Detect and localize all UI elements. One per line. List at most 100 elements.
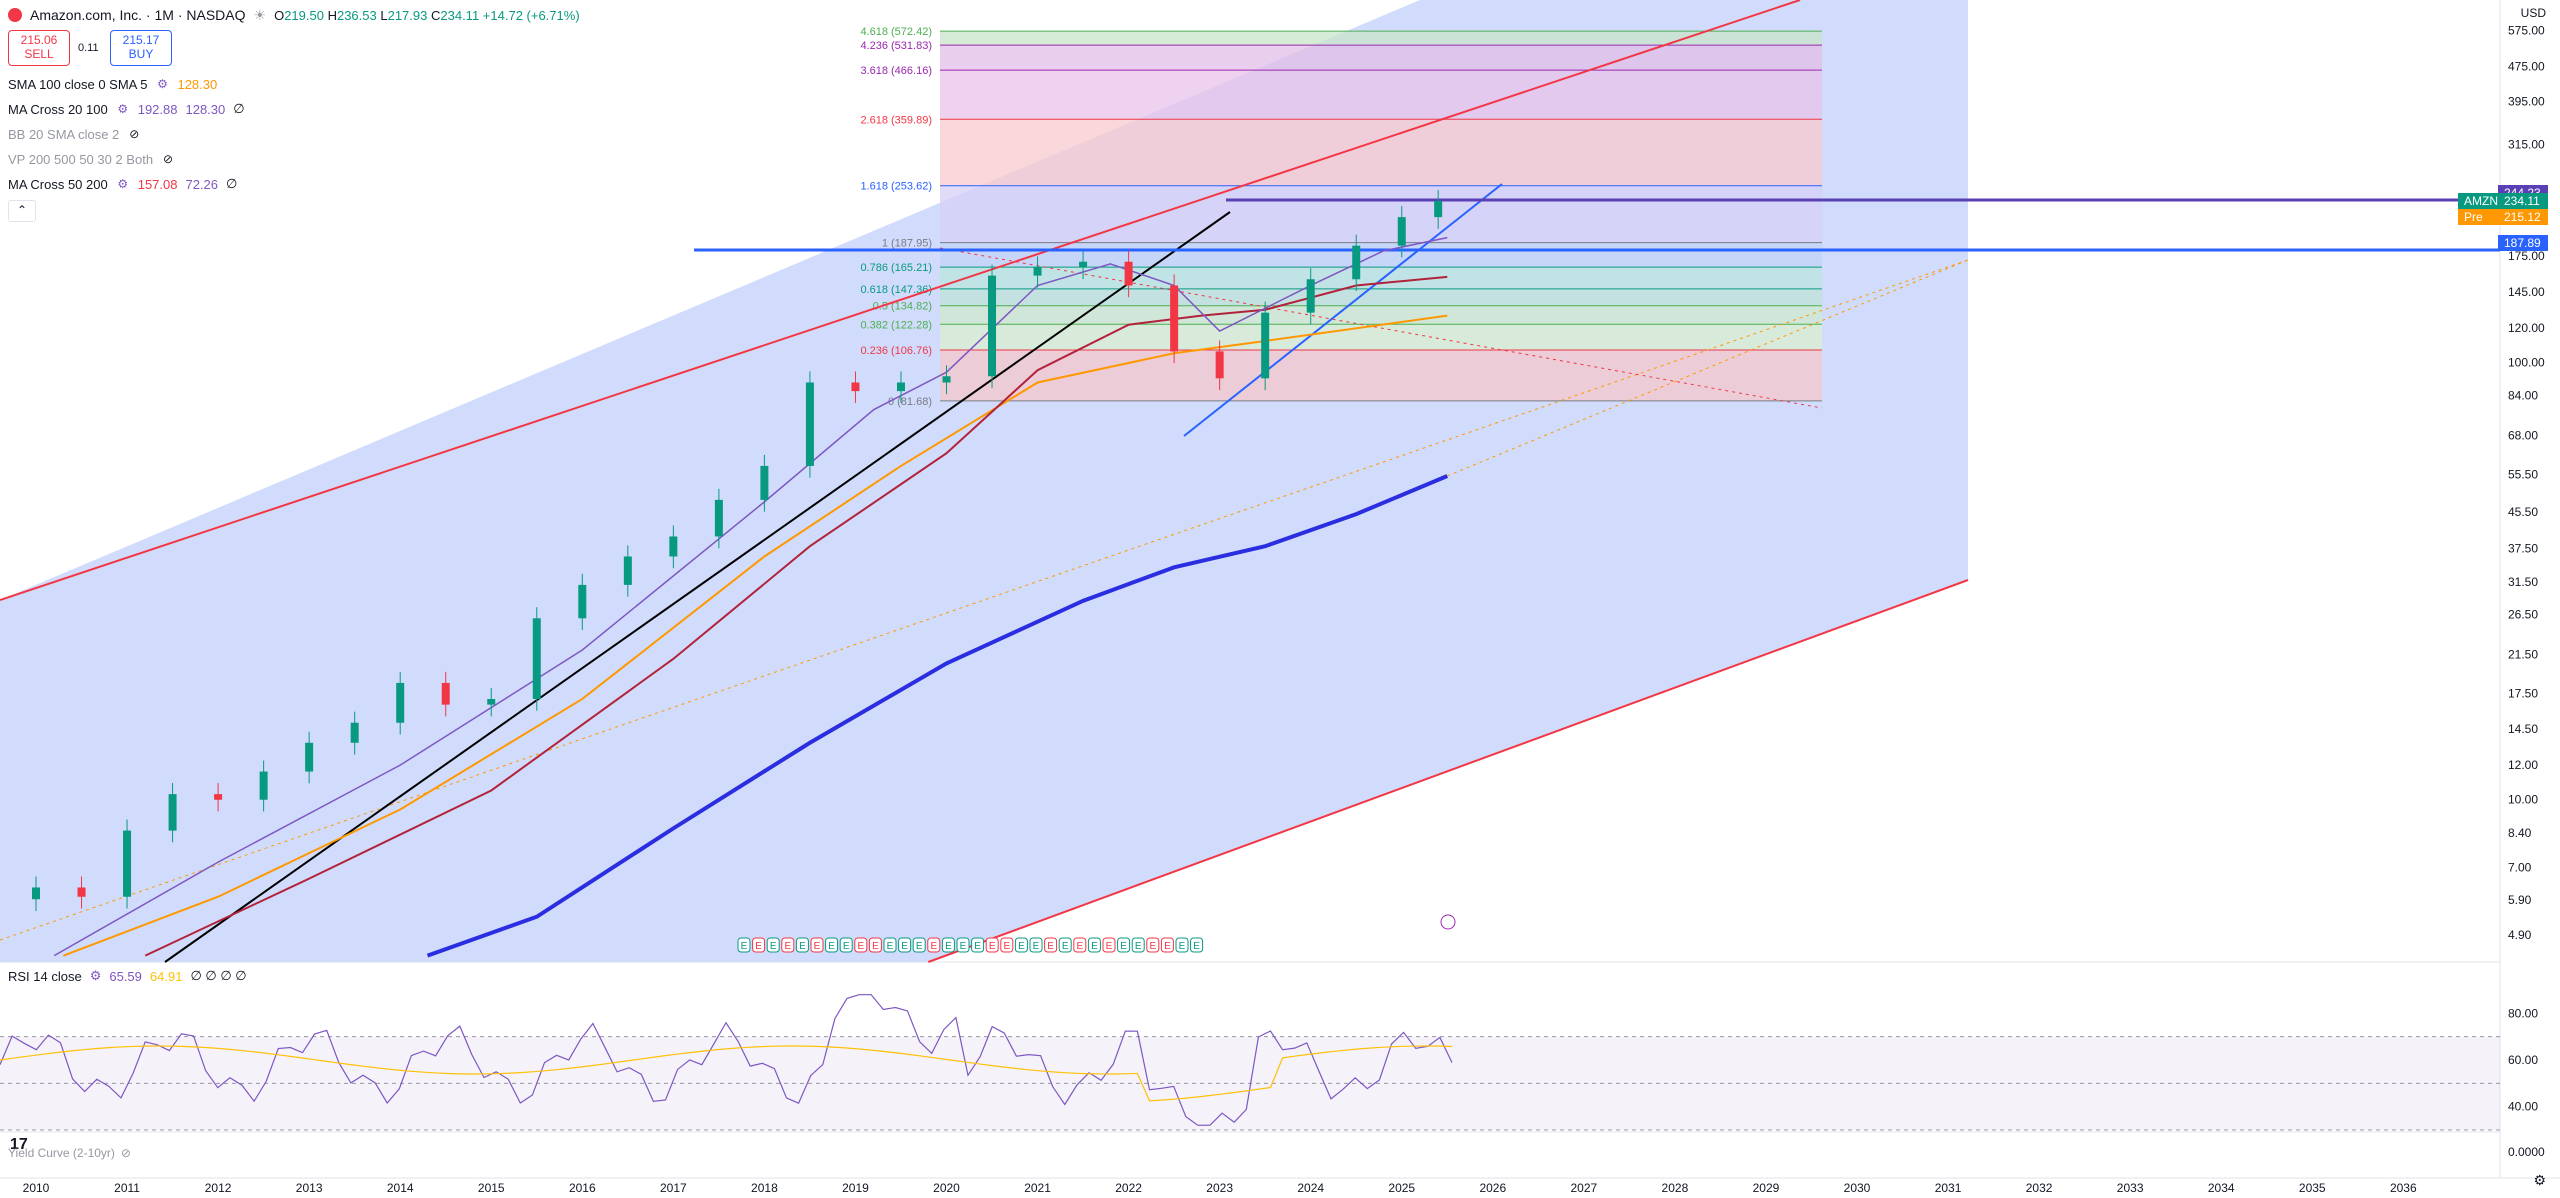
earnings-marker (927, 937, 941, 953)
candle (168, 794, 177, 831)
earnings-label: E (755, 941, 762, 952)
candle (1352, 245, 1361, 280)
fib-band (940, 31, 1822, 46)
eye-off-icon[interactable]: ⊘ (163, 152, 174, 166)
earnings-marker (795, 937, 809, 953)
price-axis-label: 100.00 (2508, 355, 2545, 369)
earnings-marker (1014, 937, 1028, 953)
time-axis-label: 2019 (842, 1181, 869, 1195)
candle (1215, 351, 1224, 379)
indicator-row[interactable]: SMA 100 close 0 SMA 5 ⚙ 128.30 (8, 74, 217, 94)
sun-icon: ☀ (253, 6, 267, 23)
earnings-marker (1117, 937, 1131, 953)
indicator-label[interactable]: BB 20 SMA close 2 (8, 126, 120, 142)
rsi-axis-label: 60.00 (2508, 1053, 2538, 1067)
fib-level-label: 3.618 (466.16) (860, 65, 932, 77)
indicator-label[interactable]: MA Cross 50 200 (8, 176, 108, 192)
eye-off-icon[interactable]: ⊘ (120, 1146, 131, 1160)
settings-icon[interactable]: ⚙ (117, 177, 129, 191)
earnings-marker (1087, 937, 1101, 953)
time-axis-label: 2031 (1935, 1181, 1962, 1195)
earnings-label: E (1018, 941, 1025, 952)
earnings-marker (810, 937, 824, 953)
fib-trend-dotted-line (939, 247, 1823, 409)
earnings-marker (898, 937, 912, 953)
earnings-label: E (1003, 941, 1010, 952)
time-axis-label: 2013 (296, 1181, 323, 1195)
eye-off-icon[interactable]: ⊘ (129, 127, 140, 141)
earnings-label: E (814, 941, 821, 952)
time-axis-label: 2035 (2299, 1181, 2326, 1195)
price-axis-label: 5.90 (2508, 893, 2532, 907)
price-axis-label: 145.00 (2508, 285, 2545, 299)
candle (487, 698, 496, 705)
time-axis-label: 2014 (387, 1181, 414, 1195)
earnings-label: E (1179, 941, 1186, 952)
indicator-label[interactable]: MA Cross 20 100 (8, 101, 108, 117)
symbol-title[interactable]: Amazon.com, Inc. · 1M · NASDAQ (30, 7, 246, 23)
indicator-row[interactable]: BB 20 SMA close 2 ⊘ (8, 124, 141, 144)
price-axis-label: 10.00 (2508, 793, 2538, 807)
settings-icon[interactable]: ⚙ (157, 77, 168, 91)
currency-label[interactable]: USD (2520, 6, 2546, 20)
indicator-label[interactable]: SMA 100 close 0 SMA 5 (8, 76, 148, 92)
rsi-label[interactable]: RSI 14 close (8, 968, 82, 984)
candle (988, 275, 997, 377)
time-axis-label: 2029 (1753, 1181, 1780, 1195)
sell-button[interactable]: 215.06 SELL (8, 30, 70, 66)
earnings-marker (752, 937, 766, 953)
collapse-legend-button[interactable]: ⌃ (8, 200, 36, 222)
candle (1306, 279, 1315, 313)
rsi-value: 65.59 (109, 968, 142, 984)
indicator-value: 72.26 (185, 176, 219, 192)
earnings-marker (766, 937, 780, 953)
indicator-row[interactable]: MA Cross 50 200 ⚙ 157.08 72.26 ∅ (8, 174, 237, 194)
time-axis-label: 2016 (569, 1181, 596, 1195)
earnings-label: E (887, 941, 894, 952)
earnings-marker (1175, 937, 1189, 953)
earnings-label: E (799, 941, 806, 952)
rsi-ma-value: 64.91 (149, 968, 183, 984)
earnings-label: E (1135, 941, 1142, 952)
candle (805, 382, 814, 466)
tradingview-logo[interactable]: 17 (10, 1136, 28, 1153)
earnings-marker (912, 937, 926, 953)
time-axis-label: 2010 (23, 1181, 50, 1195)
time-axis-label: 2033 (2117, 1181, 2144, 1195)
yield-axis-label: 0.0000 (2508, 1145, 2545, 1159)
price-axis-label: 17.50 (2508, 686, 2538, 700)
candle (896, 382, 905, 392)
time-axis-label: 2015 (478, 1181, 505, 1195)
time-axis-label: 2018 (751, 1181, 778, 1195)
fib-band (940, 70, 1822, 120)
fib-band (940, 45, 1822, 71)
candle (669, 536, 678, 557)
fib-band (940, 267, 1822, 289)
price-tag-symbol: Pre (2458, 209, 2498, 225)
buy-button[interactable]: 215.17 BUY (110, 30, 172, 66)
candle (305, 742, 314, 772)
ma-projection-dotted (1447, 259, 1969, 477)
earnings-label: E (872, 941, 879, 952)
earnings-marker (1102, 937, 1116, 953)
price-axis-label: 45.50 (2508, 505, 2538, 519)
price-tag-value: 215.12 (2498, 209, 2548, 225)
earnings-label: E (857, 941, 864, 952)
indicator-label[interactable]: VP 200 500 50 30 2 Both (8, 151, 154, 167)
settings-icon[interactable]: ⚙ (117, 102, 129, 116)
price-axis-label: 8.40 (2508, 826, 2532, 840)
indicator-row[interactable]: MA Cross 20 100 ⚙ 192.88 128.30 ∅ (8, 99, 245, 119)
settings-icon[interactable]: ⚙ (89, 968, 102, 983)
chart-settings-gear-icon[interactable]: ⚙ (2533, 1172, 2546, 1188)
fib-level-label: 0.618 (147.36) (860, 284, 932, 296)
time-axis-label: 2026 (1479, 1181, 1506, 1195)
earnings-marker (1131, 937, 1145, 953)
fib-band (940, 288, 1822, 306)
fib-level-label: 0.236 (106.76) (860, 345, 932, 357)
time-axis-label: 2032 (2026, 1181, 2053, 1195)
indicator-row[interactable]: VP 200 500 50 30 2 Both ⊘ (8, 149, 175, 169)
earnings-marker (941, 937, 955, 953)
yield-curve-label[interactable]: Yield Curve (2-10yr) (8, 1146, 115, 1160)
earnings-marker (854, 937, 868, 953)
